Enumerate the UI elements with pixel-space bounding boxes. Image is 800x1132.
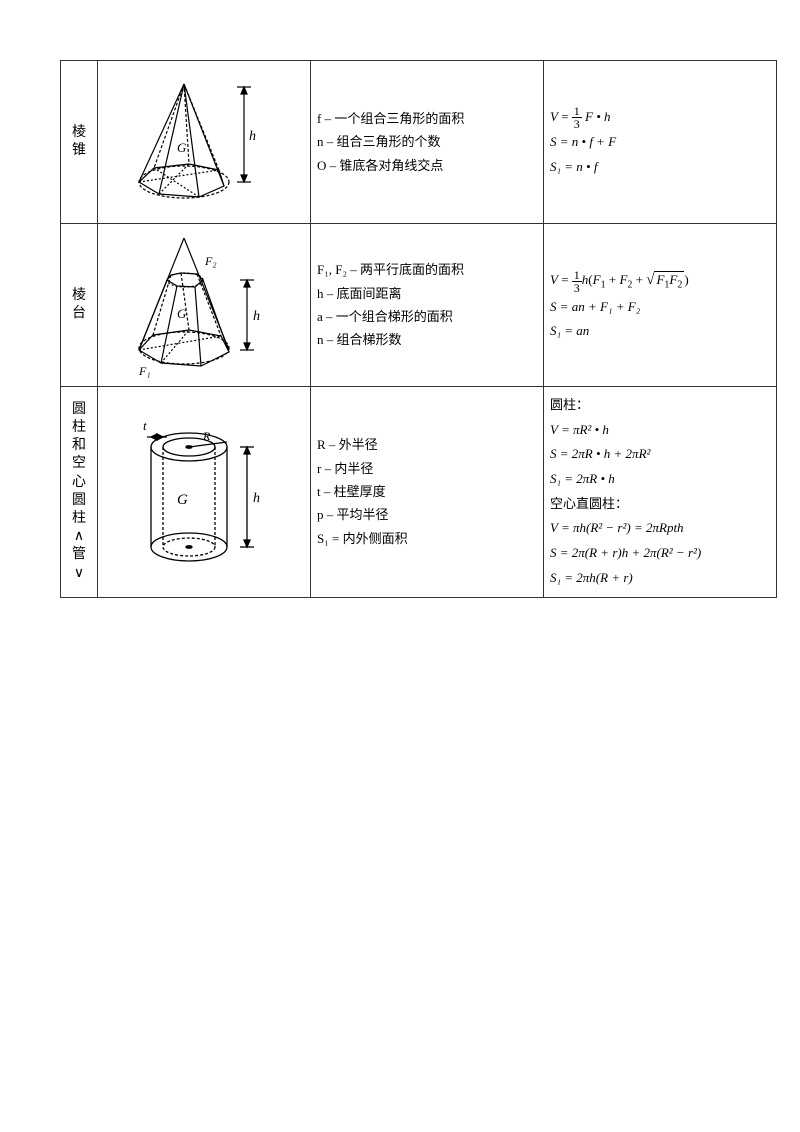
label-f2: F₂ — [204, 254, 217, 268]
formula-line: V = πR² • h — [550, 418, 770, 443]
label-t: t — [143, 418, 147, 433]
name-char: 和 — [67, 437, 91, 455]
name-char: 台 — [67, 305, 91, 323]
param-line: O – 锥底各对角线交点 — [317, 154, 537, 177]
diagram-cell: F₂ F₁ G h — [98, 224, 311, 387]
name-char: 锥 — [67, 142, 91, 160]
formula-line: S₁ = n • f — [550, 155, 770, 180]
hollow-cylinder-icon: t R G h — [119, 402, 289, 582]
page: 棱 锥 — [0, 0, 800, 1132]
label-r: R — [202, 429, 211, 443]
shape-name-cell: 棱 台 — [61, 224, 98, 387]
label-h: h — [253, 491, 260, 506]
name-char: ∧ — [67, 528, 91, 546]
name-char: 心 — [67, 474, 91, 492]
param-line: F₁, F₂ – 两平行底面的面积 — [317, 258, 537, 281]
name-char: 管 — [67, 546, 91, 564]
param-line: t – 柱壁厚度 — [317, 480, 537, 503]
table-row: 圆 柱 和 空 心 圆 柱 ∧ 管 ∨ — [61, 387, 777, 598]
param-line: n – 组合梯形数 — [317, 328, 537, 351]
formula-line: S₁ = 2πh(R + r) — [550, 566, 770, 591]
params-cell: F₁, F₂ – 两平行底面的面积 h – 底面间距离 a – 一个组合梯形的面… — [311, 224, 544, 387]
name-char: ∨ — [67, 565, 91, 583]
formula-line: S = 2πR • h + 2πR² — [550, 442, 770, 467]
param-line: r – 内半径 — [317, 457, 537, 480]
pyramid-icon: G h — [119, 72, 289, 212]
param-line: f – 一个组合三角形的面积 — [317, 107, 537, 130]
formula-line: V = 13h(F1 + F2 + √F1F2) — [550, 266, 770, 295]
label-g: G — [177, 140, 187, 155]
name-char: 圆 — [67, 401, 91, 419]
param-line: R – 外半径 — [317, 433, 537, 456]
formulas-cell: 圆柱： V = πR² • h S = 2πR • h + 2πR² S₁ = … — [544, 387, 777, 598]
label-h: h — [253, 309, 260, 324]
diagram-cell: t R G h — [98, 387, 311, 598]
formulas-cell: V = 13 F • h S = n • f + F S₁ = n • f — [544, 61, 777, 224]
diagram-cell: G h — [98, 61, 311, 224]
frustum-icon: F₂ F₁ G h — [119, 230, 289, 380]
label-f1: F₁ — [138, 364, 151, 378]
table-row: 棱 锥 — [61, 61, 777, 224]
label-g: G — [177, 306, 187, 321]
name-char: 棱 — [67, 287, 91, 305]
shape-name-cell: 圆 柱 和 空 心 圆 柱 ∧ 管 ∨ — [61, 387, 98, 598]
label-h: h — [249, 129, 256, 144]
formula-heading: 圆柱： — [550, 393, 770, 418]
formula-line: S = an + F₁ + F₂ — [550, 295, 770, 320]
formula-line: S = 2π(R + r)h + 2π(R² − r²) — [550, 541, 770, 566]
param-line: S₁ = 内外侧面积 — [317, 527, 537, 550]
geometry-formula-table: 棱 锥 — [60, 60, 777, 598]
formula-line: S₁ = an — [550, 319, 770, 344]
param-line: h – 底面间距离 — [317, 282, 537, 305]
formula-line: S = n • f + F — [550, 130, 770, 155]
table-row: 棱 台 — [61, 224, 777, 387]
formula-line: V = πh(R² − r²) = 2πRpth — [550, 516, 770, 541]
formula-line: V = 13 F • h — [550, 105, 770, 131]
name-char: 棱 — [67, 124, 91, 142]
formulas-cell: V = 13h(F1 + F2 + √F1F2) S = an + F₁ + F… — [544, 224, 777, 387]
params-cell: R – 外半径 r – 内半径 t – 柱壁厚度 p – 平均半径 S₁ = 内… — [311, 387, 544, 598]
param-line: a – 一个组合梯形的面积 — [317, 305, 537, 328]
name-char: 柱 — [67, 419, 91, 437]
param-line: p – 平均半径 — [317, 503, 537, 526]
formula-line: S₁ = 2πR • h — [550, 467, 770, 492]
shape-name-cell: 棱 锥 — [61, 61, 98, 224]
formula-heading: 空心直圆柱： — [550, 492, 770, 517]
name-char: 空 — [67, 455, 91, 473]
name-char: 圆 — [67, 492, 91, 510]
name-char: 柱 — [67, 510, 91, 528]
params-cell: f – 一个组合三角形的面积 n – 组合三角形的个数 O – 锥底各对角线交点 — [311, 61, 544, 224]
param-line: n – 组合三角形的个数 — [317, 130, 537, 153]
label-g: G — [177, 492, 188, 508]
